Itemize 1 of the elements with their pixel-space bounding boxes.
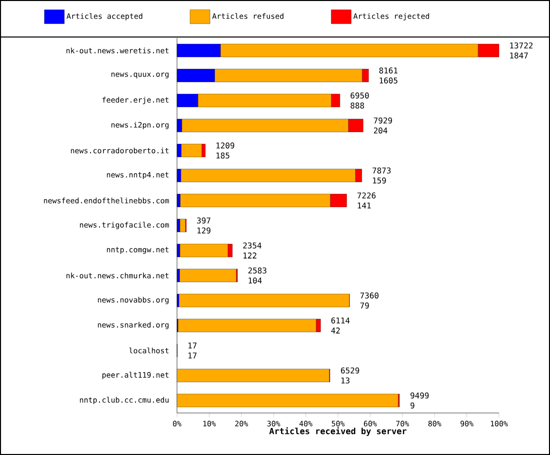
x-axis-title: Articles received by server (269, 427, 406, 436)
